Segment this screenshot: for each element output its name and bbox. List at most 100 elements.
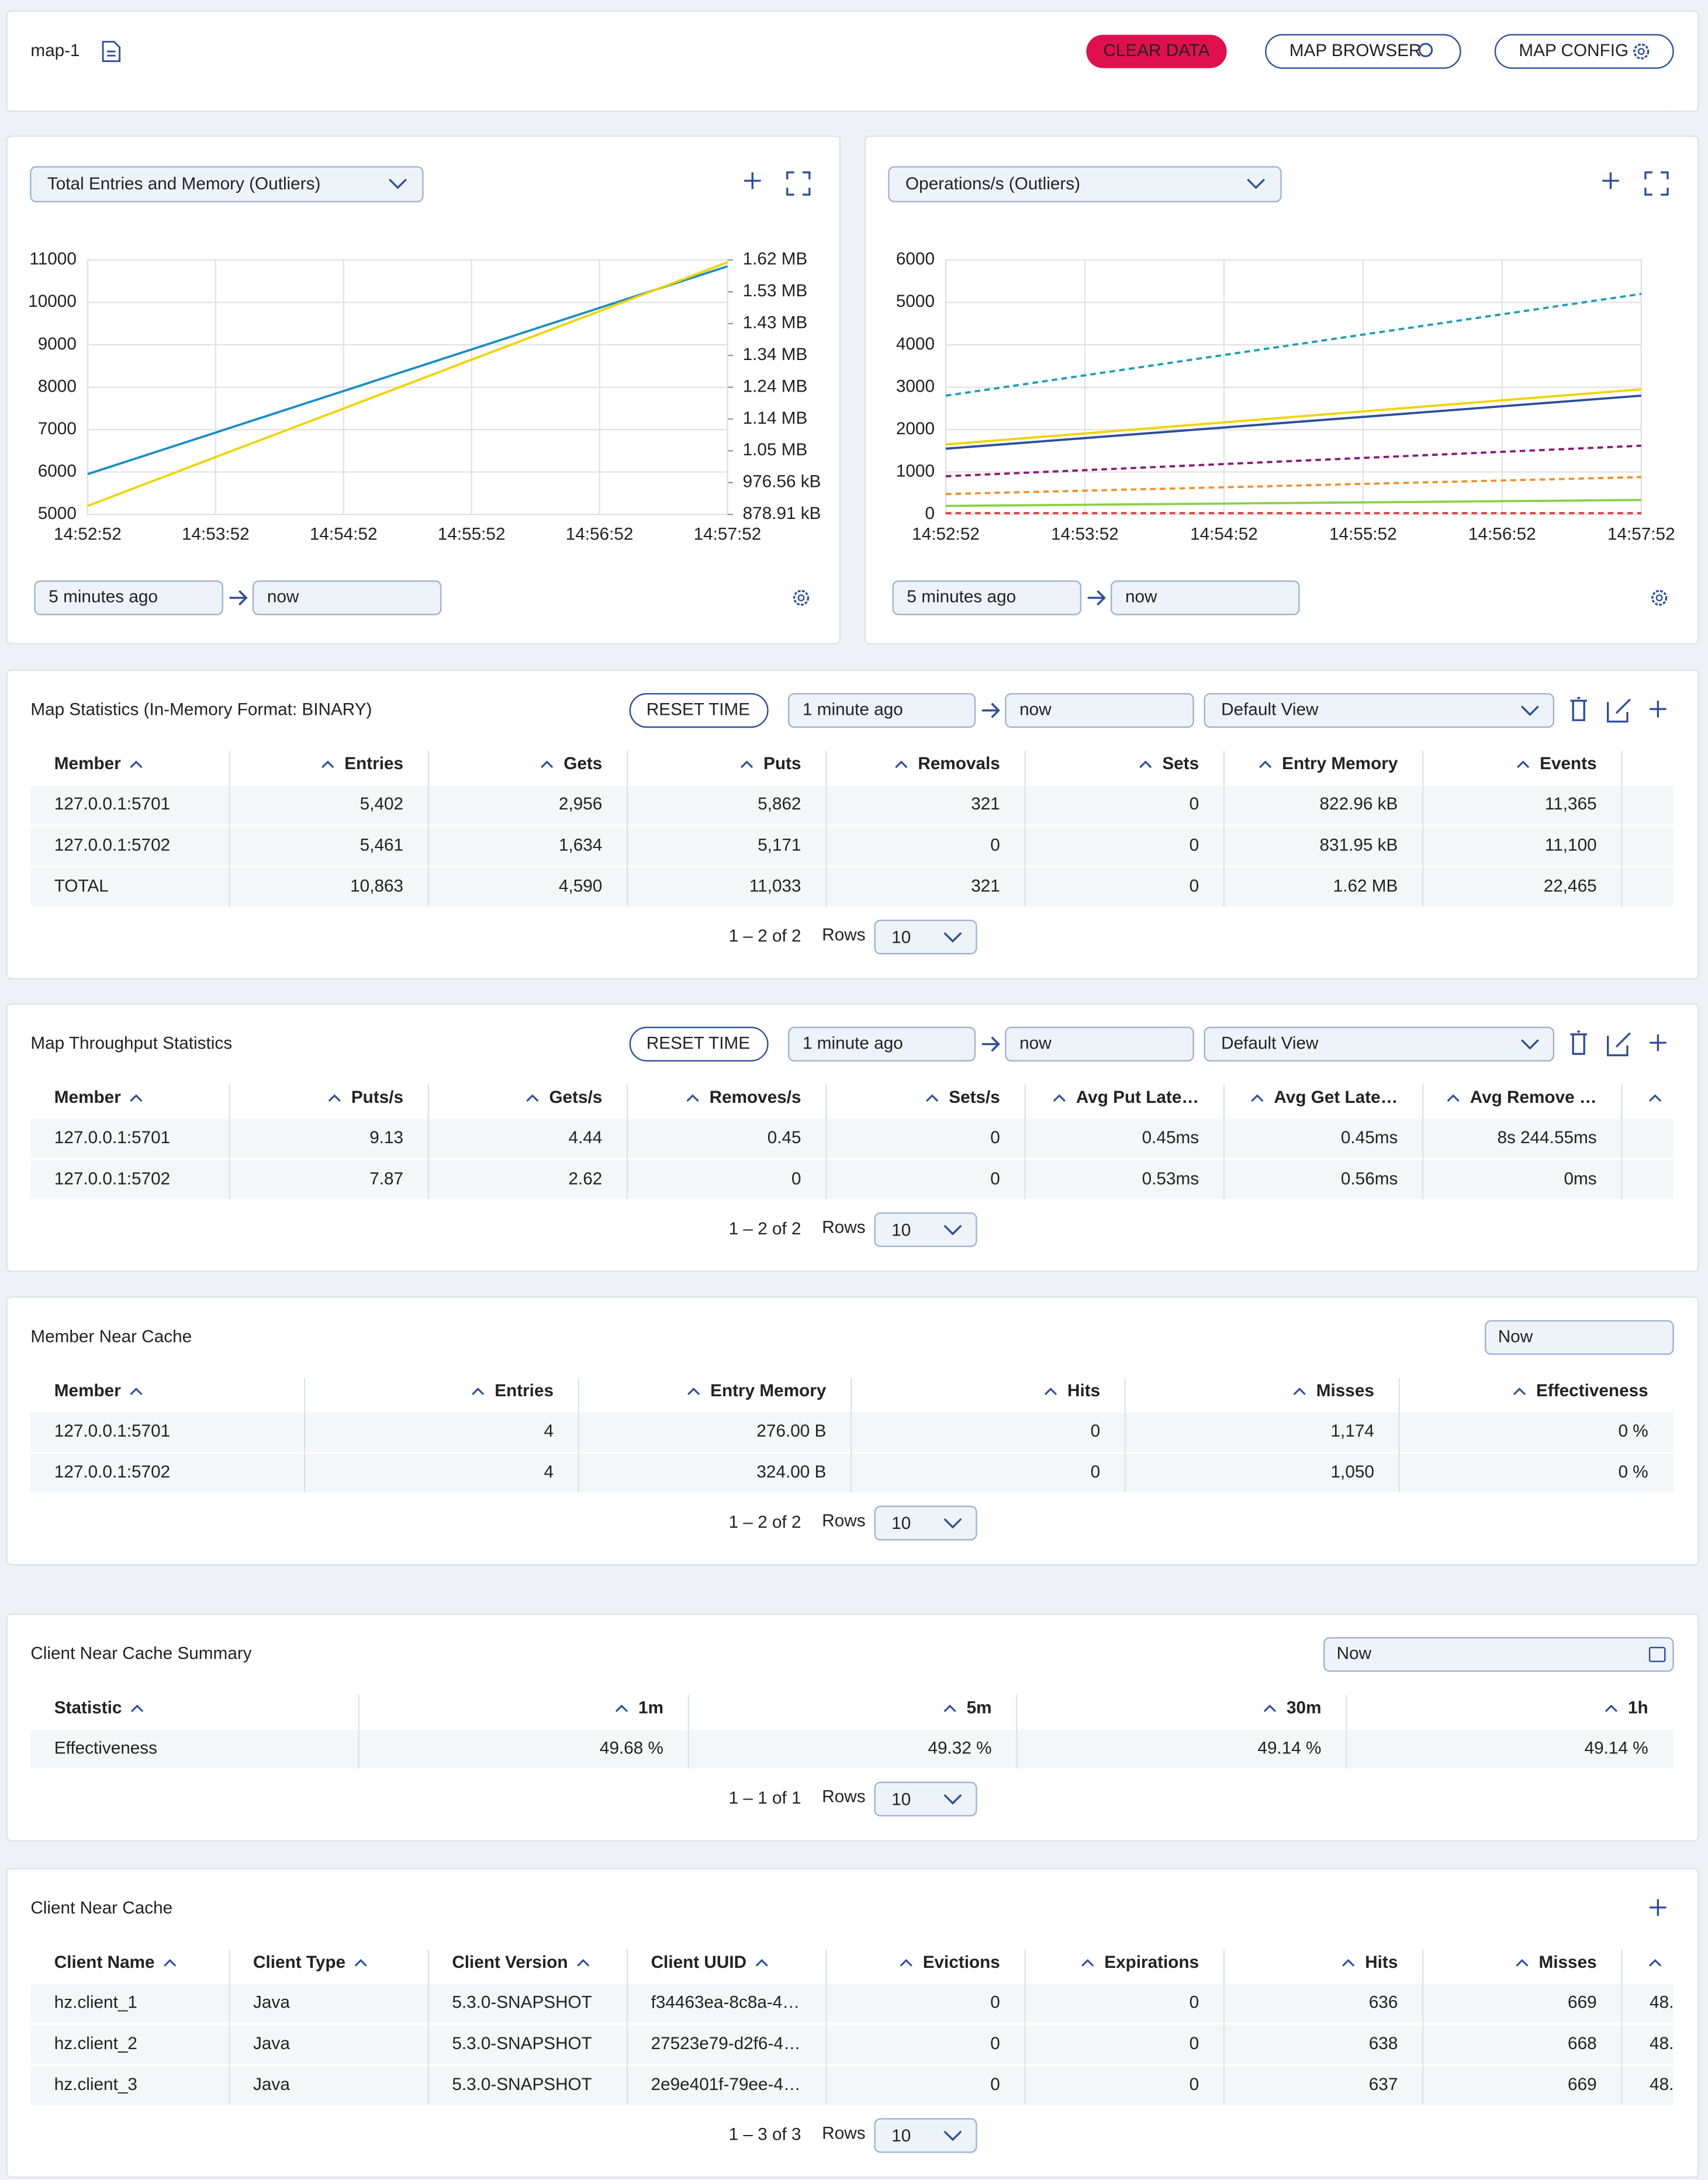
sort-icon[interactable]	[1258, 760, 1272, 769]
sort-icon[interactable]	[526, 1094, 539, 1102]
expand-icon[interactable]	[1644, 171, 1669, 196]
sort-icon[interactable]	[943, 1704, 956, 1712]
time-input[interactable]	[252, 580, 442, 615]
sort-icon[interactable]	[895, 760, 908, 769]
chevron[interactable]	[389, 178, 407, 189]
column-header: Removes/s	[710, 1088, 801, 1107]
header-button[interactable]	[1086, 34, 1227, 68]
header-button[interactable]	[1494, 34, 1674, 69]
settings-icon[interactable]	[1651, 590, 1668, 606]
settings-icon[interactable]	[793, 590, 810, 606]
time-input[interactable]	[787, 1026, 976, 1062]
reset-button[interactable]	[629, 693, 769, 728]
time-input[interactable]	[1005, 1026, 1194, 1062]
table-cell: 0	[990, 2075, 1000, 2094]
column-header: Client Name	[54, 1953, 155, 1972]
sort-icon[interactable]	[1516, 1958, 1529, 1967]
chevron[interactable]	[943, 1794, 962, 1805]
chevron[interactable]	[1520, 705, 1539, 717]
table-cell: 1.62 MB	[1333, 877, 1398, 896]
chart-selector-label: Operations/s (Outliers)	[905, 174, 1080, 193]
rows-label: Rows	[822, 1787, 865, 1807]
sort-icon[interactable]	[130, 760, 143, 769]
sort-icon[interactable]	[354, 1958, 367, 1967]
sort-icon[interactable]	[1053, 1094, 1066, 1102]
sort-icon[interactable]	[1605, 1704, 1618, 1712]
time-input[interactable]	[787, 693, 976, 728]
chevron[interactable]	[1247, 178, 1266, 189]
add-icon[interactable]	[744, 172, 761, 189]
sort-icon[interactable]	[130, 1387, 143, 1396]
rows-select[interactable]	[874, 919, 977, 955]
add-icon[interactable]	[1650, 1034, 1666, 1051]
rows-value: 10	[891, 928, 911, 947]
edit-icon[interactable]	[1607, 698, 1631, 723]
time-input[interactable]	[892, 580, 1082, 615]
sort-icon[interactable]	[164, 1958, 177, 1967]
chevron[interactable]	[1520, 1039, 1539, 1050]
sort-icon[interactable]	[615, 1704, 628, 1712]
chevron[interactable]	[943, 2130, 962, 2141]
time-input[interactable]	[1485, 1320, 1674, 1355]
x-tick-label: 14:52:52	[912, 525, 980, 544]
sort-icon[interactable]	[1516, 760, 1530, 769]
sort-icon[interactable]	[755, 1958, 768, 1967]
add-icon[interactable]	[1650, 1899, 1666, 1916]
chevron[interactable]	[943, 932, 962, 943]
delete-icon[interactable]	[1570, 1030, 1587, 1055]
time-input[interactable]	[1005, 693, 1194, 728]
add-icon[interactable]	[1650, 700, 1666, 718]
sort-icon[interactable]	[740, 760, 753, 769]
sort-icon[interactable]	[686, 1094, 699, 1102]
add-icon[interactable]	[1602, 172, 1619, 189]
header-button[interactable]	[1265, 34, 1461, 69]
sort-icon[interactable]	[1081, 1958, 1094, 1967]
sort-icon[interactable]	[1139, 760, 1152, 769]
sort-icon[interactable]	[541, 760, 554, 769]
view-select[interactable]	[1204, 693, 1555, 728]
reset-button[interactable]	[629, 1026, 769, 1062]
sort-icon[interactable]	[472, 1387, 485, 1396]
sort-icon[interactable]	[926, 1094, 939, 1102]
sort-icon[interactable]	[1447, 1094, 1460, 1102]
y2-tick-label: 1.14 MB	[743, 409, 808, 428]
pagination-range: 1 – 3 of 3	[729, 2125, 801, 2144]
delete-icon[interactable]	[1570, 697, 1587, 721]
time-input[interactable]	[1323, 1637, 1674, 1672]
time-input[interactable]	[34, 580, 223, 615]
rows-select[interactable]	[874, 1212, 977, 1247]
sort-icon[interactable]	[1251, 1094, 1264, 1102]
sort-icon[interactable]	[131, 1704, 144, 1712]
sort-icon[interactable]	[1293, 1387, 1306, 1396]
sort-icon[interactable]	[1342, 1958, 1355, 1967]
expand-icon[interactable]	[786, 171, 811, 196]
time-input[interactable]	[1111, 580, 1300, 615]
edit-icon[interactable]	[1607, 1032, 1631, 1057]
rows-select[interactable]	[874, 1506, 977, 1541]
sort-icon[interactable]	[130, 1094, 143, 1102]
rows-select[interactable]	[874, 2118, 977, 2153]
sort-icon[interactable]	[328, 1094, 341, 1102]
arrow	[981, 703, 1000, 718]
view-select[interactable]	[1204, 1026, 1555, 1062]
chevron[interactable]	[943, 1224, 962, 1236]
y2-tick-label: 1.62 MB	[743, 250, 808, 269]
series-line	[945, 395, 1641, 450]
sort-icon[interactable]	[1263, 1704, 1277, 1712]
chart-selector[interactable]	[888, 166, 1282, 203]
sort-icon[interactable]	[1648, 1094, 1662, 1102]
sort-icon[interactable]	[900, 1958, 912, 1967]
chevron[interactable]	[943, 1518, 962, 1529]
table-cell: 0	[990, 1169, 1000, 1188]
sort-icon[interactable]	[321, 760, 334, 769]
chart-selector[interactable]	[30, 166, 424, 203]
table-cell: 5,461	[360, 835, 403, 854]
sort-icon[interactable]	[687, 1387, 700, 1396]
settings-icon[interactable]	[1633, 43, 1650, 60]
sort-icon[interactable]	[1044, 1387, 1057, 1396]
sort-icon[interactable]	[1513, 1387, 1526, 1396]
rows-select[interactable]	[874, 1781, 977, 1816]
column-header: Expirations	[1104, 1953, 1199, 1972]
sort-icon[interactable]	[1648, 1958, 1662, 1967]
sort-icon[interactable]	[577, 1958, 590, 1967]
